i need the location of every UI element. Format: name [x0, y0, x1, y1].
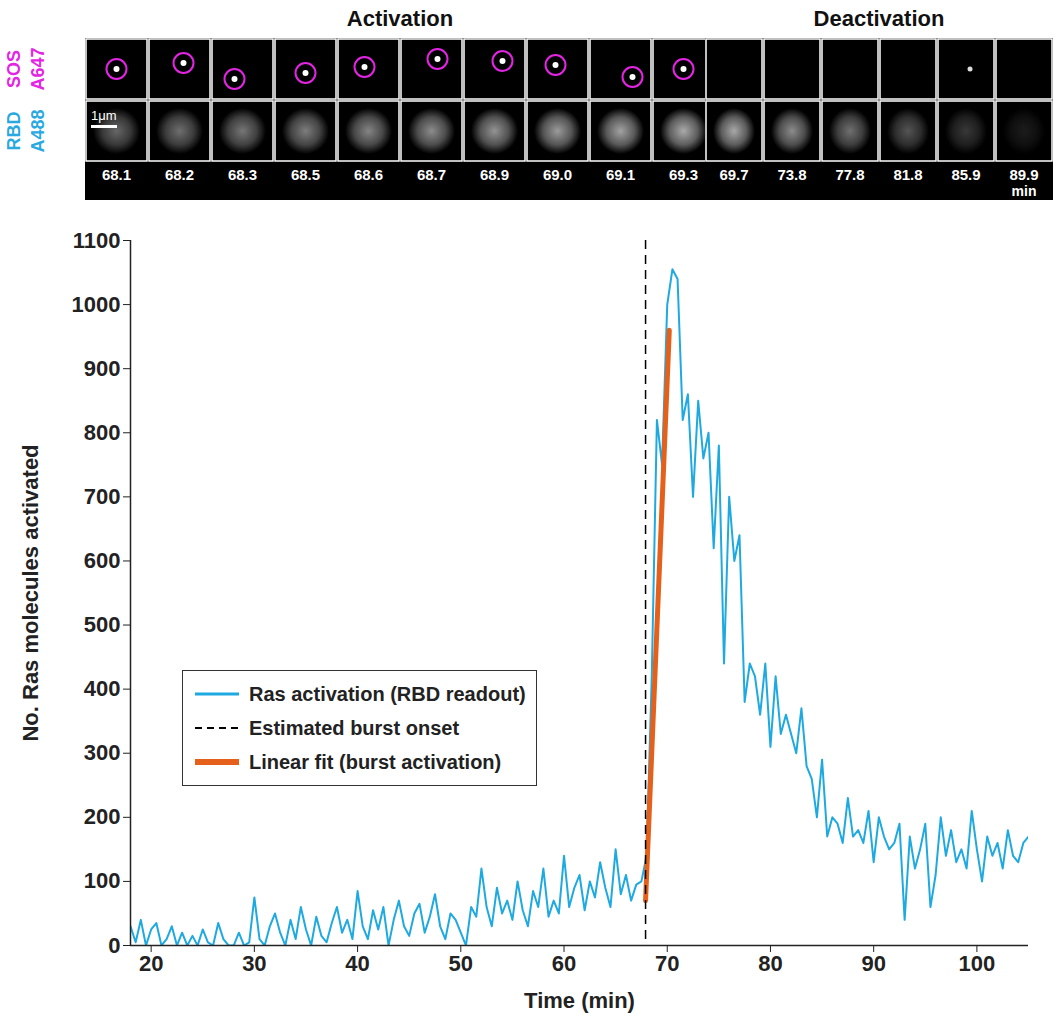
svg-text:89.9: 89.9	[1009, 166, 1038, 183]
svg-text:700: 700	[84, 484, 121, 509]
svg-text:69.1: 69.1	[606, 166, 635, 183]
svg-text:20: 20	[139, 951, 163, 976]
svg-text:68.1: 68.1	[102, 166, 131, 183]
svg-text:69.7: 69.7	[719, 166, 748, 183]
svg-text:68.3: 68.3	[228, 166, 257, 183]
svg-text:900: 900	[84, 356, 121, 381]
svg-text:400: 400	[84, 676, 121, 701]
svg-text:69.0: 69.0	[543, 166, 572, 183]
html-text:Ras activation (RBD readout): Ras activation (RBD readout)	[249, 682, 526, 705]
svg-text:600: 600	[84, 548, 121, 573]
svg-text:68.5: 68.5	[291, 166, 320, 183]
svg-text:85.9: 85.9	[951, 166, 980, 183]
svg-text:60: 60	[552, 951, 576, 976]
html-text:Linear fit (burst activation): Linear fit (burst activation)	[249, 750, 502, 773]
svg-text:No. Ras molecules activated: No. Ras molecules activated	[18, 444, 43, 741]
html-text:Estimated burst onset: Estimated burst onset	[249, 716, 459, 739]
svg-text:0: 0	[108, 933, 120, 958]
svg-text:min: min	[1012, 183, 1037, 199]
svg-text:Deactivation: Deactivation	[814, 6, 945, 31]
svg-text:1000: 1000	[72, 292, 121, 317]
svg-text:40: 40	[345, 951, 369, 976]
svg-text:68.6: 68.6	[354, 166, 383, 183]
svg-text:69.3: 69.3	[669, 166, 698, 183]
svg-text:200: 200	[84, 804, 121, 829]
svg-text:90: 90	[861, 951, 885, 976]
svg-text:70: 70	[655, 951, 679, 976]
svg-text:68.9: 68.9	[480, 166, 509, 183]
svg-text:A488: A488	[28, 109, 48, 152]
svg-text:800: 800	[84, 420, 121, 445]
svg-text:80: 80	[758, 951, 782, 976]
svg-text:81.8: 81.8	[893, 166, 922, 183]
svg-text:A647: A647	[28, 47, 48, 90]
svg-text:73.8: 73.8	[777, 166, 806, 183]
svg-text:RBD: RBD	[4, 112, 24, 151]
svg-text:100: 100	[84, 868, 121, 893]
svg-text:1μm: 1μm	[91, 108, 117, 123]
svg-text:500: 500	[84, 612, 121, 637]
svg-text:77.8: 77.8	[835, 166, 864, 183]
svg-text:68.7: 68.7	[417, 166, 446, 183]
svg-text:30: 30	[242, 951, 266, 976]
svg-text:100: 100	[959, 951, 996, 976]
svg-text:50: 50	[449, 951, 473, 976]
svg-text:Activation: Activation	[347, 6, 453, 31]
svg-text:68.2: 68.2	[165, 166, 194, 183]
svg-text:1100: 1100	[73, 228, 121, 253]
svg-text:300: 300	[84, 740, 121, 765]
svg-text:Time (min): Time (min)	[524, 988, 635, 1013]
svg-text:SOS: SOS	[4, 50, 24, 88]
